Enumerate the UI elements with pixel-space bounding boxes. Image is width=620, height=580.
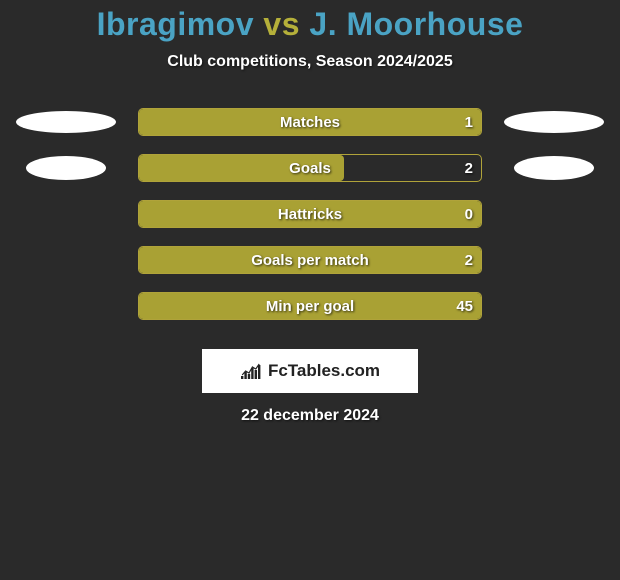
right-side-slot — [504, 111, 604, 133]
stat-bar-label: Goals per match — [139, 247, 481, 273]
date-text: 22 december 2024 — [0, 407, 620, 425]
stat-bar-value: 2 — [465, 155, 473, 181]
stat-bar-value: 0 — [465, 201, 473, 227]
stat-bar-value: 45 — [456, 293, 473, 319]
brand-badge: FcTables.com — [202, 349, 418, 393]
stat-row: Goals per match2 — [0, 237, 620, 283]
stat-row: Hattricks0 — [0, 191, 620, 237]
stat-row: Min per goal45 — [0, 283, 620, 329]
bar-chart-icon-svg — [240, 362, 262, 380]
stat-bar-label: Goals — [139, 155, 481, 181]
subtitle: Club competitions, Season 2024/2025 — [0, 53, 620, 71]
stat-bar-value: 2 — [465, 247, 473, 273]
stat-bar-label: Hattricks — [139, 201, 481, 227]
stat-row: Goals2 — [0, 145, 620, 191]
left-side-slot — [16, 111, 116, 133]
right-side-slot — [504, 156, 604, 180]
cloud-ellipse-icon — [504, 111, 604, 133]
cloud-ellipse-icon — [16, 111, 116, 133]
left-side-slot — [16, 156, 116, 180]
stat-row: Matches1 — [0, 99, 620, 145]
stat-bar-label: Matches — [139, 109, 481, 135]
page-title: Ibragimov vs J. Moorhouse — [0, 0, 620, 43]
cloud-ellipse-icon — [26, 156, 106, 180]
stat-bar: Goals2 — [138, 154, 482, 182]
stat-bar-label: Min per goal — [139, 293, 481, 319]
bar-chart-icon — [240, 362, 262, 380]
stat-bar: Matches1 — [138, 108, 482, 136]
cloud-ellipse-icon — [514, 156, 594, 180]
stat-bar: Hattricks0 — [138, 200, 482, 228]
title-player1: Ibragimov — [97, 6, 254, 42]
title-vs: vs — [263, 6, 300, 42]
stats-rows: Matches1Goals2Hattricks0Goals per match2… — [0, 99, 620, 329]
title-player2: J. Moorhouse — [309, 6, 523, 42]
stat-bar: Min per goal45 — [138, 292, 482, 320]
brand-text: FcTables.com — [268, 361, 380, 381]
stat-bar-value: 1 — [465, 109, 473, 135]
stat-bar: Goals per match2 — [138, 246, 482, 274]
